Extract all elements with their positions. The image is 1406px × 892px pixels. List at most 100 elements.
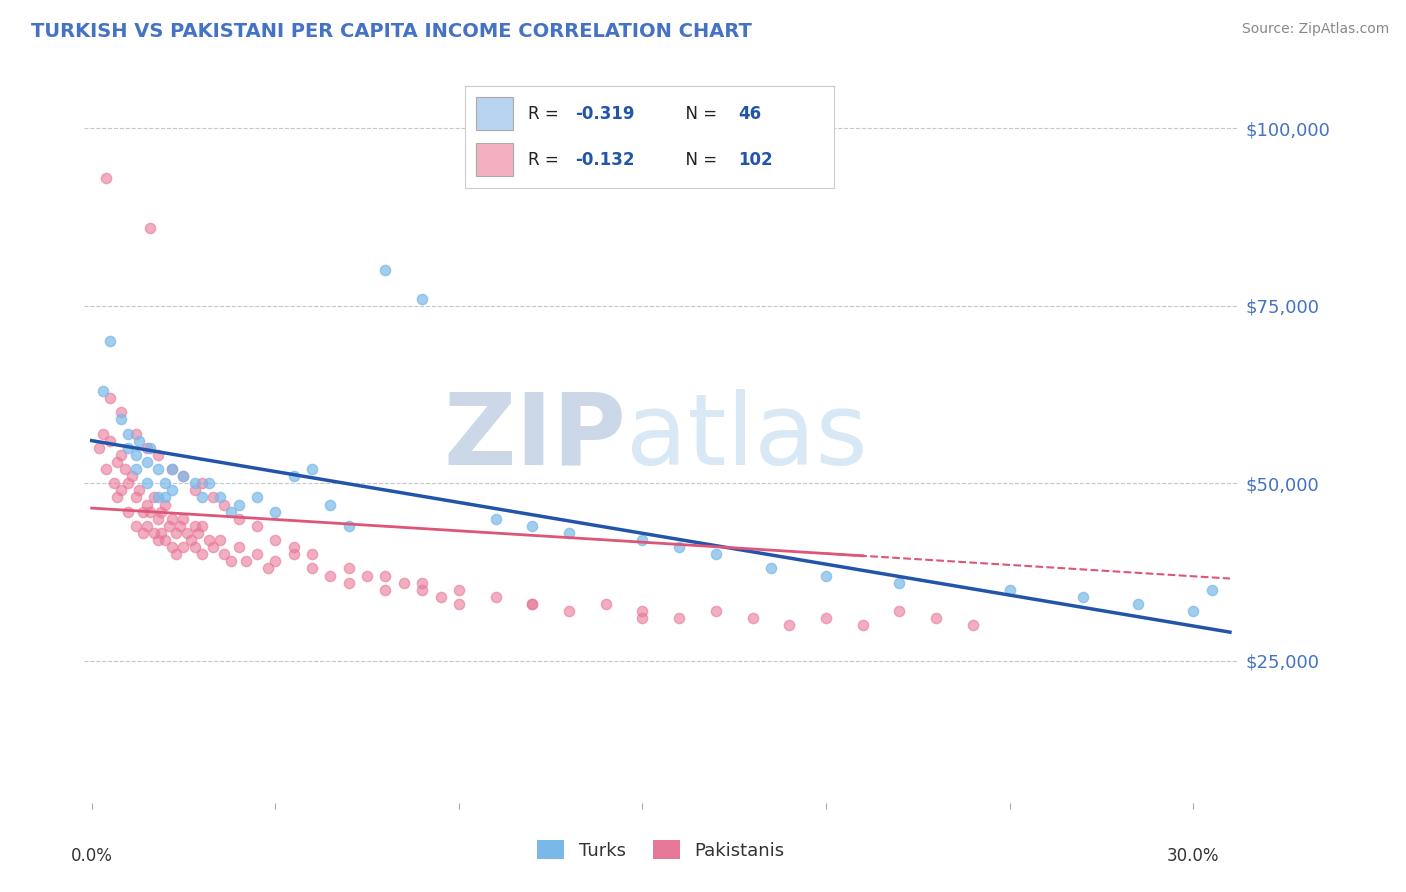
Point xyxy=(150,505,173,519)
Point xyxy=(374,568,396,582)
Point xyxy=(162,540,184,554)
Point xyxy=(852,618,875,632)
Point xyxy=(110,448,132,462)
Point xyxy=(183,540,205,554)
Point xyxy=(301,547,323,561)
Point xyxy=(668,611,690,625)
Point xyxy=(319,498,342,512)
Text: TURKISH VS PAKISTANI PER CAPITA INCOME CORRELATION CHART: TURKISH VS PAKISTANI PER CAPITA INCOME C… xyxy=(31,22,752,41)
Point xyxy=(162,462,184,476)
Point xyxy=(631,611,654,625)
Point xyxy=(522,597,544,611)
Point xyxy=(121,469,143,483)
Point xyxy=(283,540,305,554)
Point xyxy=(631,533,654,547)
Point xyxy=(337,575,360,590)
Point xyxy=(1071,590,1094,604)
Point xyxy=(522,519,544,533)
Point xyxy=(176,525,198,540)
Point xyxy=(143,525,166,540)
Point xyxy=(139,505,162,519)
Point xyxy=(180,533,202,547)
Point xyxy=(484,512,506,526)
Point xyxy=(815,568,838,582)
Point xyxy=(114,462,136,476)
Point xyxy=(447,582,470,597)
Point xyxy=(183,519,205,533)
Point xyxy=(173,540,195,554)
Point xyxy=(264,533,287,547)
Point xyxy=(153,491,176,505)
Point xyxy=(209,491,232,505)
Point xyxy=(157,519,180,533)
Point xyxy=(484,590,506,604)
Point xyxy=(741,611,763,625)
Point xyxy=(173,469,195,483)
Point xyxy=(135,455,157,469)
Point xyxy=(146,512,169,526)
Point xyxy=(411,582,433,597)
Point xyxy=(146,462,169,476)
Point xyxy=(107,455,129,469)
Point xyxy=(153,476,176,491)
Point xyxy=(98,434,121,448)
Point xyxy=(165,547,187,561)
Point xyxy=(117,505,139,519)
Point xyxy=(135,476,157,491)
Point xyxy=(117,426,139,441)
Point xyxy=(128,434,150,448)
Point xyxy=(132,525,155,540)
Point xyxy=(110,412,132,426)
Point xyxy=(246,519,269,533)
Point xyxy=(778,618,800,632)
Point xyxy=(125,519,148,533)
Point xyxy=(228,540,250,554)
Point xyxy=(301,561,323,575)
Point xyxy=(257,561,280,575)
Point xyxy=(162,483,184,498)
Point xyxy=(264,505,287,519)
Point xyxy=(1201,582,1223,597)
Point xyxy=(264,554,287,568)
Point xyxy=(132,505,155,519)
Point xyxy=(356,568,378,582)
Point xyxy=(107,491,129,505)
Point xyxy=(337,519,360,533)
Point xyxy=(301,462,323,476)
Point xyxy=(146,448,169,462)
Point xyxy=(558,604,581,618)
Point xyxy=(319,568,342,582)
Point xyxy=(201,491,224,505)
Point xyxy=(201,540,224,554)
Point xyxy=(96,462,118,476)
Point xyxy=(374,263,396,277)
Point xyxy=(889,604,911,618)
Point xyxy=(198,533,221,547)
Point xyxy=(283,469,305,483)
Point xyxy=(125,462,148,476)
Point xyxy=(91,426,114,441)
Point xyxy=(889,575,911,590)
Point xyxy=(704,547,727,561)
Point xyxy=(169,519,191,533)
Point xyxy=(429,590,451,604)
Point xyxy=(337,561,360,575)
Point xyxy=(146,533,169,547)
Point xyxy=(219,505,242,519)
Point xyxy=(219,554,242,568)
Point xyxy=(98,391,121,405)
Point xyxy=(110,483,132,498)
Point xyxy=(212,498,235,512)
Point xyxy=(162,462,184,476)
Point xyxy=(135,519,157,533)
Point xyxy=(1182,604,1205,618)
Text: Source: ZipAtlas.com: Source: ZipAtlas.com xyxy=(1241,22,1389,37)
Point xyxy=(925,611,948,625)
Point xyxy=(183,483,205,498)
Point xyxy=(153,533,176,547)
Point xyxy=(595,597,617,611)
Point xyxy=(117,476,139,491)
Point xyxy=(187,525,209,540)
Point xyxy=(91,384,114,398)
Point xyxy=(139,441,162,455)
